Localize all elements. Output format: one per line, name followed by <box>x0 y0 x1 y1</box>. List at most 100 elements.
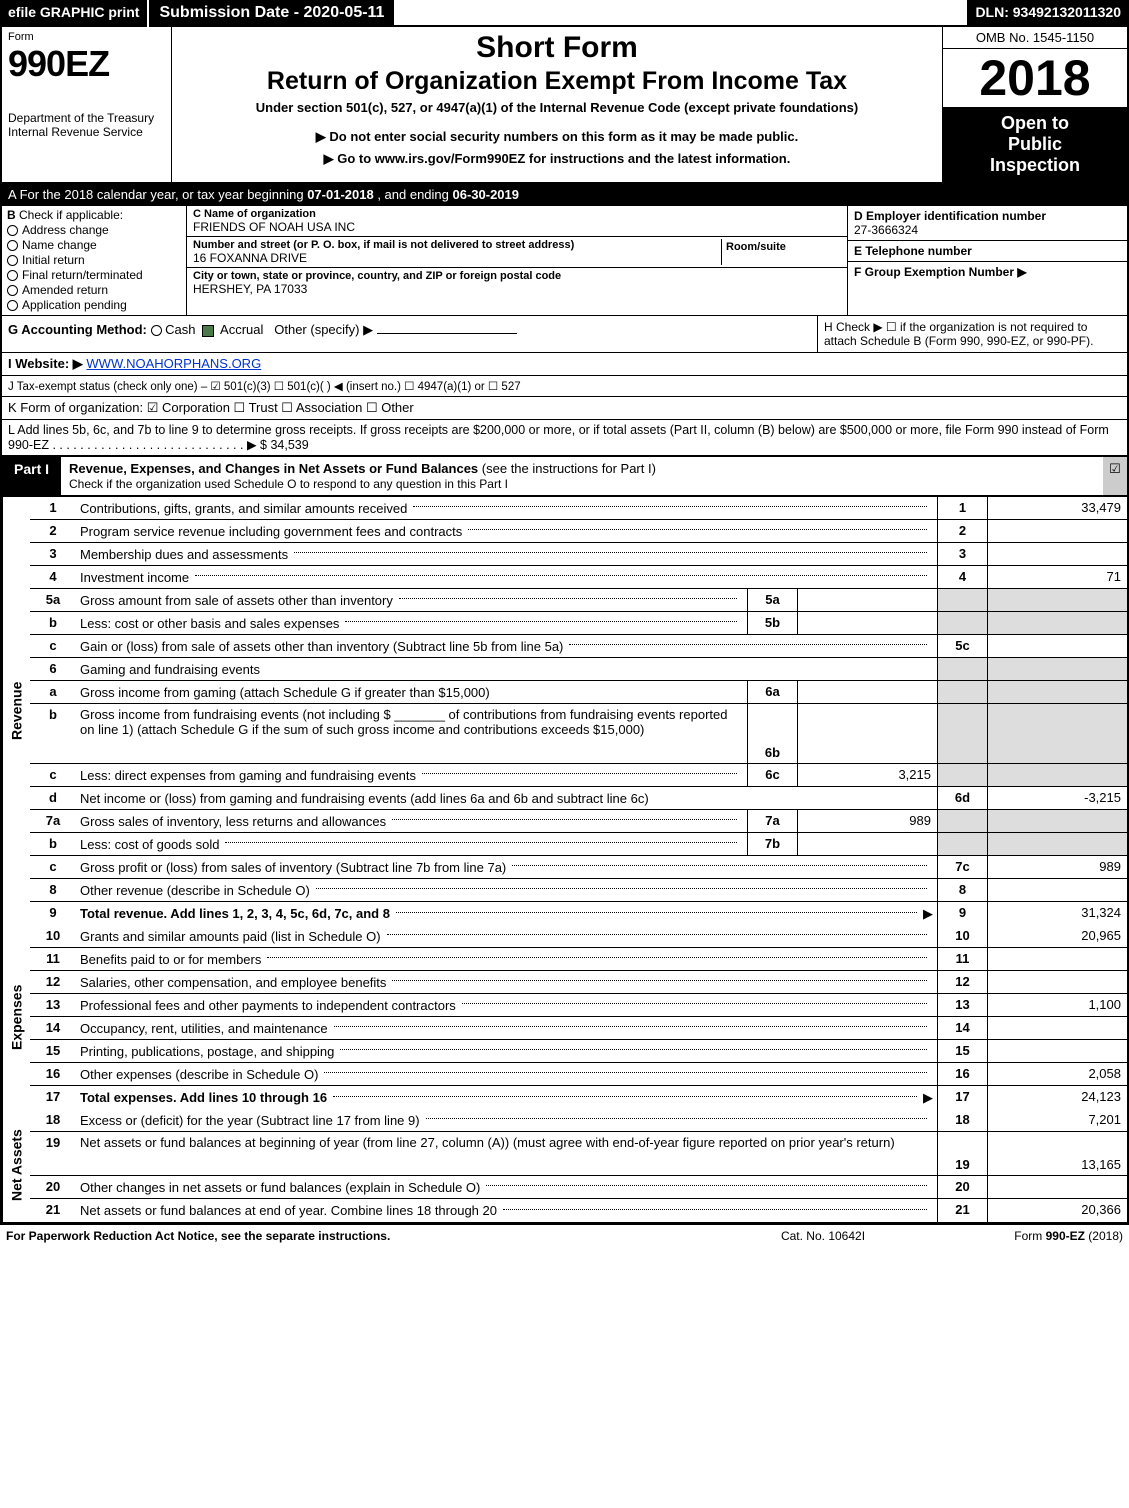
f-cell: F Group Exemption Number ▶ <box>848 262 1127 315</box>
rn-1: 1 <box>937 497 987 519</box>
part1-table: Revenue 1Contributions, gifts, grants, a… <box>0 497 1129 1224</box>
h-block: H Check ▶ ☐ if the organization is not r… <box>817 316 1127 352</box>
cb-amended-return[interactable]: Amended return <box>7 283 181 297</box>
part1-title: Revenue, Expenses, and Changes in Net As… <box>61 457 1103 495</box>
tax-year: 2018 <box>943 49 1127 107</box>
i-row: I Website: ▶ WWW.NOAHORPHANS.ORG <box>0 353 1129 376</box>
rn-16: 16 <box>937 1063 987 1085</box>
row-a: A For the 2018 calendar year, or tax yea… <box>0 184 1129 206</box>
rv-19: 13,165 <box>987 1132 1127 1175</box>
c-column: C Name of organization FRIENDS OF NOAH U… <box>187 206 847 315</box>
cash-radio[interactable] <box>151 325 162 336</box>
cb-application-pending[interactable]: Application pending <box>7 298 181 312</box>
cb-final-return[interactable]: Final return/terminated <box>7 268 181 282</box>
rn-15: 15 <box>937 1040 987 1062</box>
line-num: b <box>30 612 76 634</box>
rv-6d: -3,215 <box>987 787 1127 809</box>
line-num: 1 <box>30 497 76 519</box>
form-header: Form 990EZ Department of the Treasury In… <box>0 27 1129 184</box>
accrual-checkbox[interactable] <box>202 325 214 337</box>
rn-6c-shade <box>937 764 987 786</box>
efile-print-button[interactable]: efile GRAPHIC print <box>0 0 149 27</box>
rn-9: 9 <box>937 902 987 925</box>
mv-5a <box>797 589 937 611</box>
rn-5b-shade <box>937 612 987 634</box>
line-num: 20 <box>30 1176 76 1198</box>
return-subtitle: Under section 501(c), 527, or 4947(a)(1)… <box>182 100 932 115</box>
rn-7b-shade <box>937 833 987 855</box>
short-form-title: Short Form <box>182 31 932 65</box>
cb-name-change[interactable]: Name change <box>7 238 181 252</box>
room-suite: Room/suite <box>721 239 841 265</box>
rn-13: 13 <box>937 994 987 1016</box>
line-7a-desc: Gross sales of inventory, less returns a… <box>76 810 747 832</box>
part1-checkbox[interactable]: ☑ <box>1103 457 1127 495</box>
rv-3 <box>987 543 1127 565</box>
d-label: D Employer identification number <box>854 209 1046 223</box>
line-6d-desc: Net income or (loss) from gaming and fun… <box>76 787 937 809</box>
cb-initial-return[interactable]: Initial return <box>7 253 181 267</box>
line-6b-desc: Gross income from fundraising events (no… <box>76 704 747 763</box>
line-5b-desc: Less: cost or other basis and sales expe… <box>76 612 747 634</box>
street-label: Number and street (or P. O. box, if mail… <box>193 239 721 251</box>
c-street-cell: Number and street (or P. O. box, if mail… <box>187 237 847 268</box>
rv-13: 1,100 <box>987 994 1127 1016</box>
line-12-desc: Salaries, other compensation, and employ… <box>76 971 937 993</box>
line-num: 8 <box>30 879 76 901</box>
mv-7a: 989 <box>797 810 937 832</box>
line-11-desc: Benefits paid to or for members <box>76 948 937 970</box>
rn-7a-shade <box>937 810 987 832</box>
line-1-desc: Contributions, gifts, grants, and simila… <box>76 497 937 519</box>
j-row: J Tax-exempt status (check only one) – ☑… <box>0 376 1129 397</box>
rn-14: 14 <box>937 1017 987 1039</box>
header-right: OMB No. 1545-1150 2018 Open to Public In… <box>942 27 1127 182</box>
rn-10: 10 <box>937 925 987 947</box>
line-5a-desc: Gross amount from sale of assets other t… <box>76 589 747 611</box>
rn-12: 12 <box>937 971 987 993</box>
line-13-desc: Professional fees and other payments to … <box>76 994 937 1016</box>
org-name: FRIENDS OF NOAH USA INC <box>193 220 841 234</box>
line-num: 7a <box>30 810 76 832</box>
c-label: C <box>193 208 201 220</box>
f-label: F Group Exemption Number ▶ <box>854 265 1027 279</box>
open-line2: Public <box>943 134 1127 155</box>
rv-9: 31,324 <box>987 902 1127 925</box>
rn-6b-shade <box>937 704 987 763</box>
line-6-desc: Gaming and fundraising events <box>76 658 937 680</box>
c-city-cell: City or town, state or province, country… <box>187 268 847 298</box>
line-num: a <box>30 681 76 703</box>
rv-7b-shade <box>987 833 1127 855</box>
website-link[interactable]: WWW.NOAHORPHANS.ORG <box>86 356 261 371</box>
line-6c-desc: Less: direct expenses from gaming and fu… <box>76 764 747 786</box>
line-num: 3 <box>30 543 76 565</box>
header-left: Form 990EZ Department of the Treasury In… <box>2 27 172 182</box>
rv-14 <box>987 1017 1127 1039</box>
goto-link[interactable]: ▶ Go to www.irs.gov/Form990EZ for instru… <box>182 151 932 167</box>
b-label: B <box>7 208 16 222</box>
footer-notice: For Paperwork Reduction Act Notice, see … <box>6 1229 723 1243</box>
rv-15 <box>987 1040 1127 1062</box>
mv-6a <box>797 681 937 703</box>
line-20-desc: Other changes in net assets or fund bala… <box>76 1176 937 1198</box>
rv-5a-shade <box>987 589 1127 611</box>
submission-date-button[interactable]: Submission Date - 2020-05-11 <box>149 0 394 27</box>
line-num: b <box>30 704 76 763</box>
rv-11 <box>987 948 1127 970</box>
rv-7a-shade <box>987 810 1127 832</box>
line-num: 2 <box>30 520 76 542</box>
line-num: 6 <box>30 658 76 680</box>
line-num: 11 <box>30 948 76 970</box>
cash-label: Cash <box>165 322 195 337</box>
mn-6a: 6a <box>747 681 797 703</box>
cb-address-change[interactable]: Address change <box>7 223 181 237</box>
open-line3: Inspection <box>943 155 1127 176</box>
line-3-desc: Membership dues and assessments <box>76 543 937 565</box>
rv-2 <box>987 520 1127 542</box>
do-not-enter: ▶ Do not enter social security numbers o… <box>182 129 932 145</box>
rn-20: 20 <box>937 1176 987 1198</box>
line-num: 15 <box>30 1040 76 1062</box>
rv-5c <box>987 635 1127 657</box>
rn-11: 11 <box>937 948 987 970</box>
line-num: 13 <box>30 994 76 1016</box>
line-9-desc: Total revenue. Add lines 1, 2, 3, 4, 5c,… <box>76 902 937 925</box>
